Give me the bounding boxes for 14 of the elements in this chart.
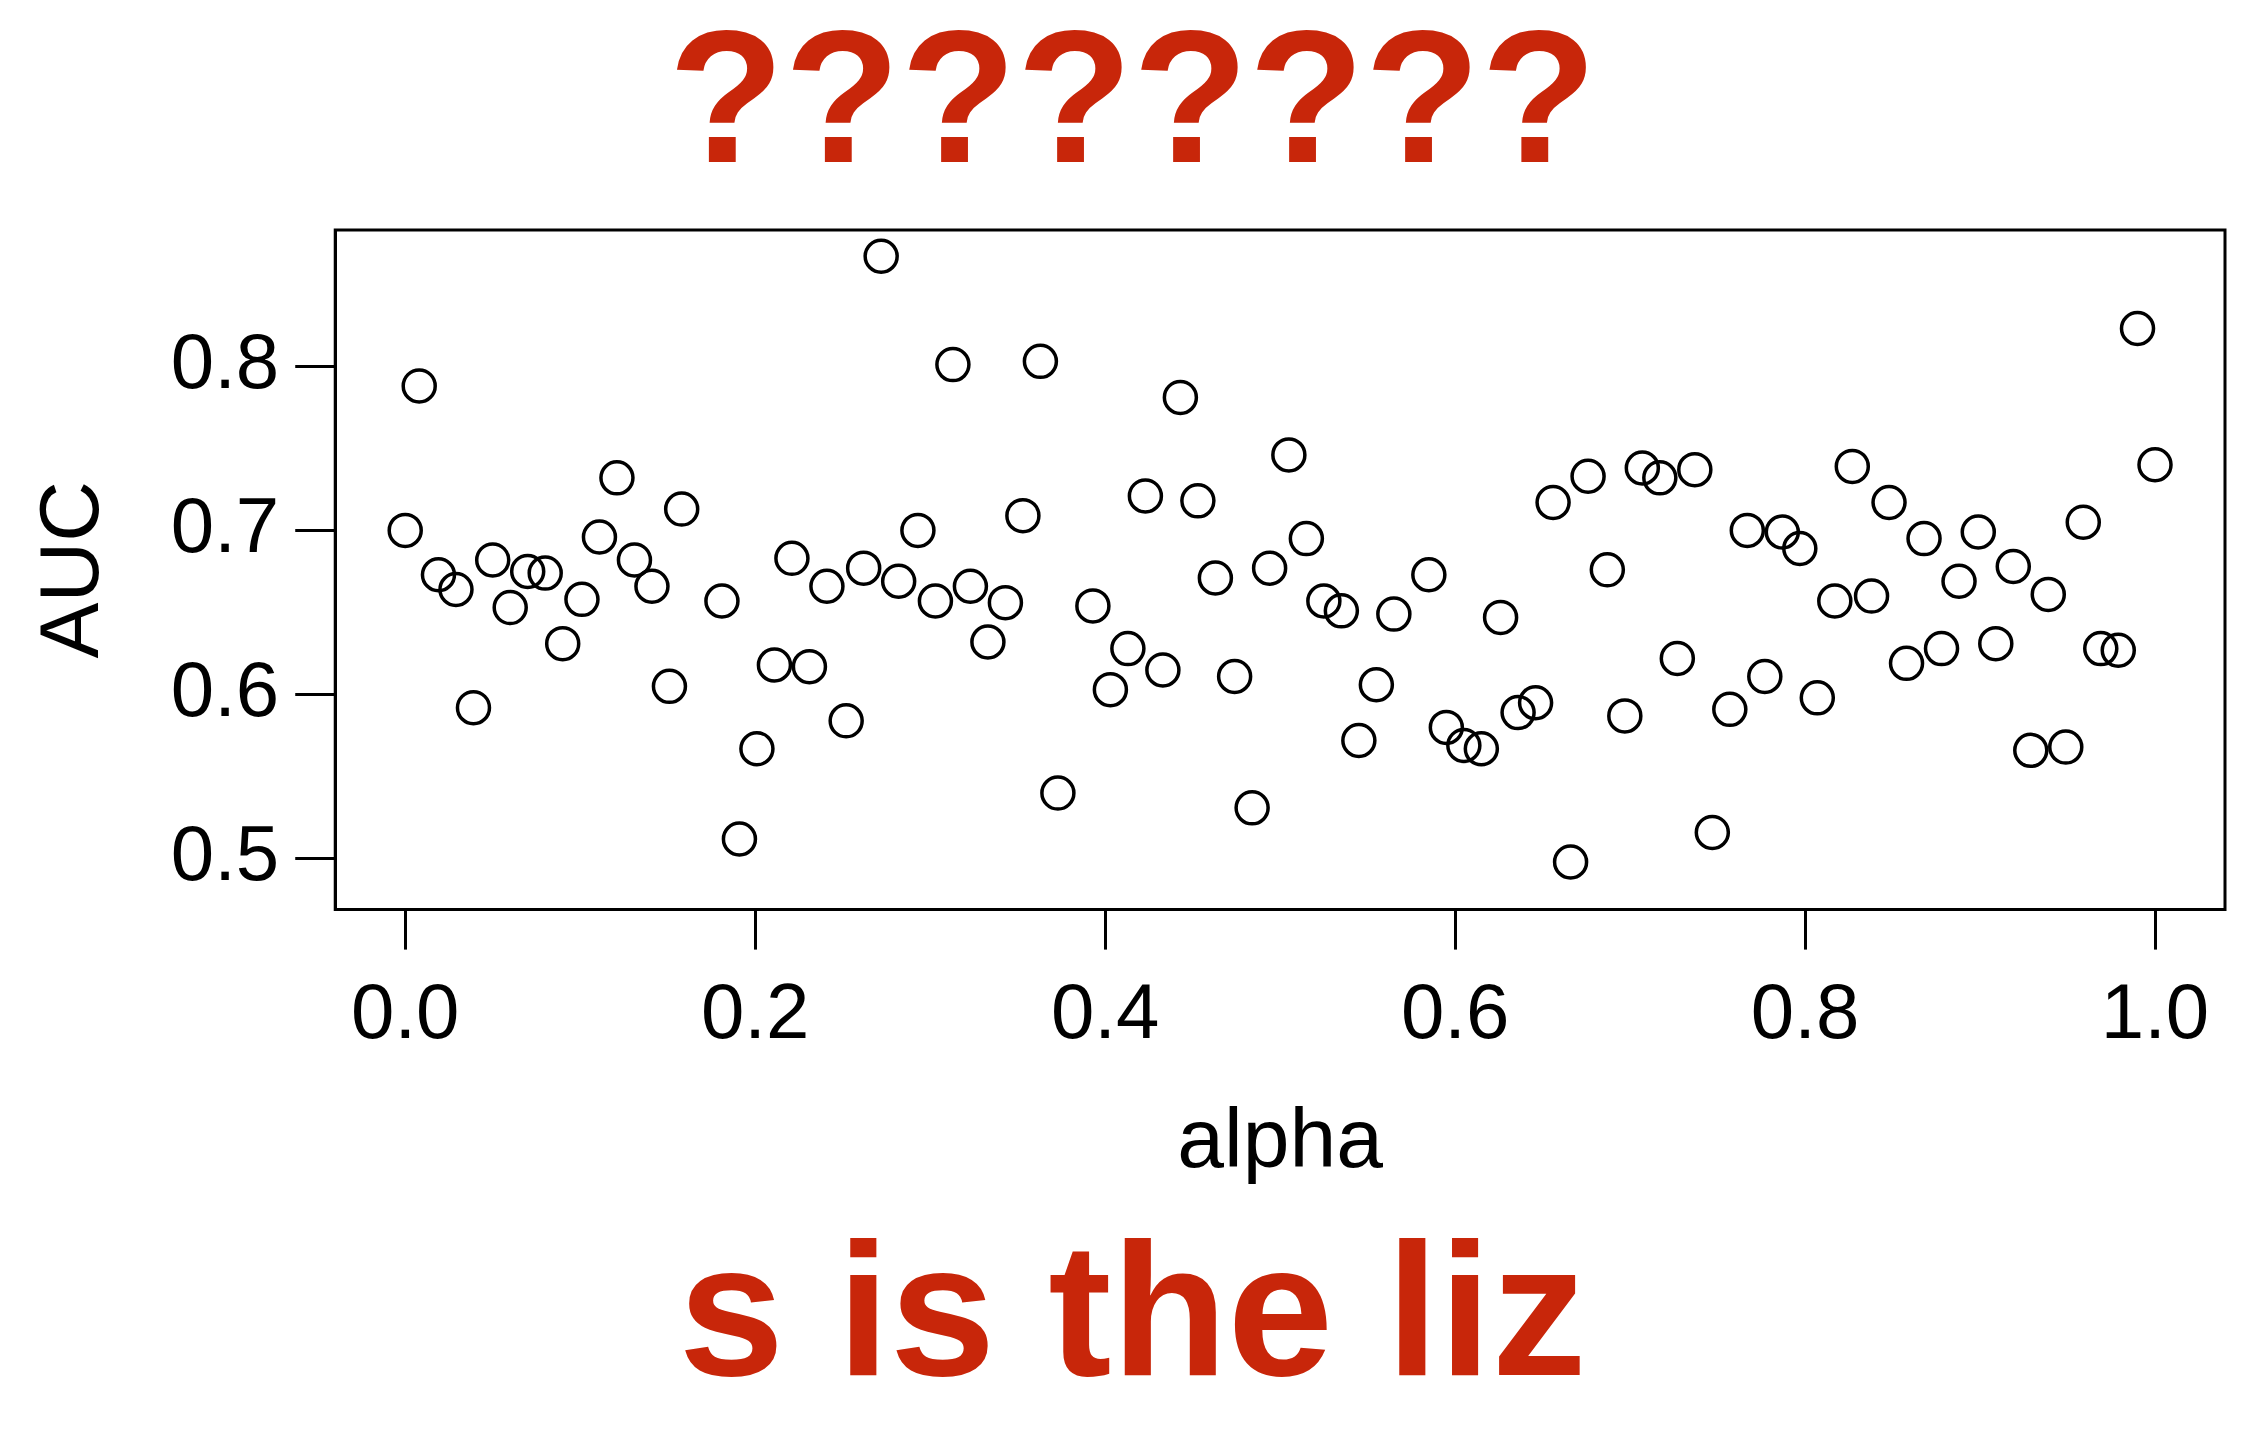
x-tick-label: 0.4 xyxy=(1050,966,1160,1055)
x-tick-label: 0.8 xyxy=(1750,966,1860,1055)
x-tick-label: 1.0 xyxy=(2100,966,2210,1055)
x-axis-title: alpha xyxy=(1177,1090,1384,1185)
text: ???????? xyxy=(668,0,1597,203)
x-tick-label: 0.2 xyxy=(700,966,810,1055)
y-axis-title: AUC xyxy=(21,481,116,659)
y-tick-label: 0.6 xyxy=(170,645,280,734)
y-tick-label: 0.8 xyxy=(170,316,280,405)
y-tick-label: 0.5 xyxy=(170,809,280,898)
x-tick-label: 0.6 xyxy=(1400,966,1510,1055)
text: s is the liz xyxy=(678,1203,1587,1416)
y-tick-label: 0.7 xyxy=(170,480,280,569)
x-tick-label: 0.0 xyxy=(351,966,460,1055)
